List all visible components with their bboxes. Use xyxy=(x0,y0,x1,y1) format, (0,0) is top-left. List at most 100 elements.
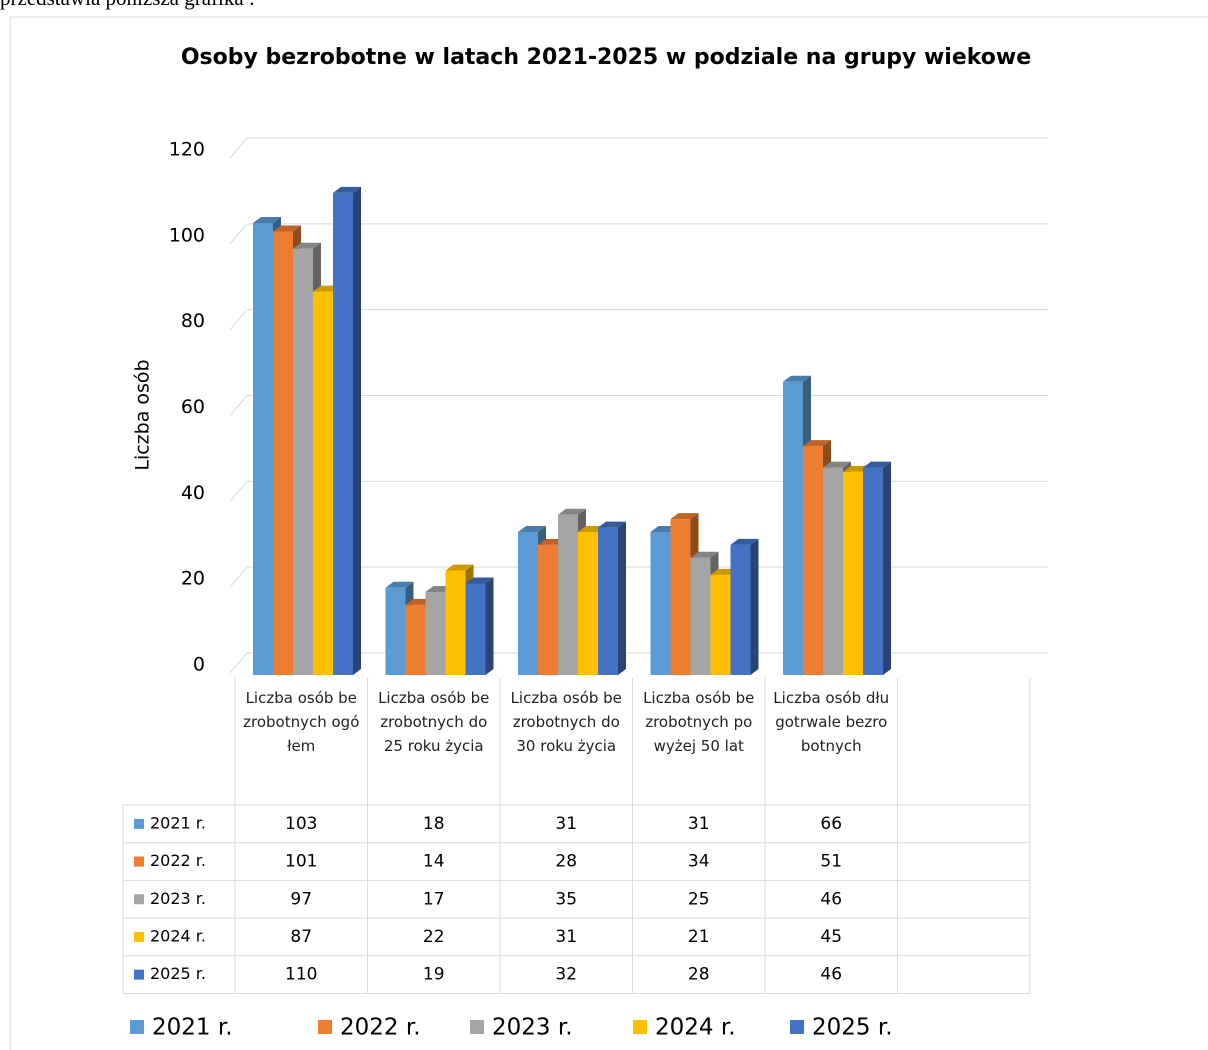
table-value: 28 xyxy=(555,852,577,872)
bar-side xyxy=(618,521,626,675)
bar xyxy=(730,544,751,675)
bar-top xyxy=(598,521,626,528)
category-cell: Liczba osób długotrwale bezrobotnych xyxy=(773,689,890,755)
bar-top xyxy=(273,225,301,232)
bar-top xyxy=(823,461,851,468)
legend-key xyxy=(130,1020,144,1034)
legend-key xyxy=(470,1020,484,1034)
y-axis-label: Liczba osób xyxy=(132,359,154,470)
bar-top xyxy=(253,216,281,223)
table-value: 34 xyxy=(688,852,710,872)
table-value: 22 xyxy=(423,927,445,947)
grid-line xyxy=(229,223,1048,245)
bar xyxy=(425,592,446,675)
category-label: Liczba osób bezrobotnych ogółem xyxy=(243,689,360,755)
legend-key xyxy=(633,1020,647,1034)
bar-top xyxy=(333,186,361,193)
grid-line xyxy=(229,137,1048,159)
bar-top xyxy=(803,440,831,447)
bar xyxy=(465,583,486,675)
bar-top xyxy=(863,461,891,468)
table-row-label: 2025 r. xyxy=(150,964,206,983)
y-tick-label: 0 xyxy=(193,654,205,676)
table-value: 31 xyxy=(555,927,577,947)
grid-line xyxy=(229,395,1048,416)
bar xyxy=(518,531,538,675)
legend-label: 2024 r. xyxy=(655,1015,736,1041)
bar-top xyxy=(293,242,321,249)
bar xyxy=(670,519,691,675)
table-value: 101 xyxy=(285,852,317,872)
bar-top xyxy=(690,551,719,558)
legend-label: 2025 r. xyxy=(812,1015,893,1041)
table-value: 103 xyxy=(285,814,317,834)
table-legend-key xyxy=(134,818,144,829)
table-value: 45 xyxy=(820,927,842,947)
bar xyxy=(578,531,598,675)
bar-top xyxy=(518,525,546,532)
table-row-label: 2021 r. xyxy=(150,813,206,832)
category-cell: Liczba osób bezrobotnych do 30 roku życi… xyxy=(510,689,622,755)
table-row-label: 2023 r. xyxy=(150,889,206,908)
bar xyxy=(690,557,711,675)
chart-title: Osoby bezrobotne w latach 2021-2025 w po… xyxy=(181,45,1031,70)
bar xyxy=(385,587,406,675)
table-legend-key xyxy=(134,931,144,942)
table-value: 17 xyxy=(423,889,445,909)
table-value: 31 xyxy=(555,814,577,834)
legend-label: 2023 r. xyxy=(492,1015,573,1041)
bar-top xyxy=(558,508,586,515)
bar xyxy=(823,467,843,675)
bar-top xyxy=(730,538,759,545)
table-value: 97 xyxy=(290,889,312,909)
bar xyxy=(538,544,558,675)
bar xyxy=(783,381,803,675)
table-value: 28 xyxy=(688,965,710,985)
table-row-label: 2022 r. xyxy=(150,851,206,870)
y-tick-label: 80 xyxy=(181,310,205,332)
bar-side xyxy=(353,186,361,675)
table-value: 21 xyxy=(688,927,710,947)
y-tick-label: 60 xyxy=(181,396,205,418)
category-cell: Liczba osób bezrobotnych powyżej 50 lat xyxy=(643,689,754,755)
y-tick-label: 40 xyxy=(181,482,205,504)
table-value: 46 xyxy=(820,965,842,985)
category-cell: Liczba osób bezrobotnych ogółem xyxy=(243,689,360,755)
table-value: 46 xyxy=(820,889,842,909)
bar-top xyxy=(445,564,474,571)
bar xyxy=(273,231,293,675)
bar xyxy=(598,527,618,675)
bar xyxy=(293,248,313,676)
table-value: 51 xyxy=(820,852,842,872)
bar xyxy=(803,446,823,675)
category-cell xyxy=(906,686,1023,806)
legend-label: 2022 r. xyxy=(340,1015,421,1041)
bar-top xyxy=(783,375,811,382)
bar xyxy=(313,291,333,675)
table-value: 31 xyxy=(688,814,710,834)
y-tick-label: 100 xyxy=(169,224,205,246)
category-cell: Liczba osób bezrobotnych do 25 roku życi… xyxy=(378,689,489,755)
table-value: 66 xyxy=(820,814,842,834)
table-value: 32 xyxy=(555,965,577,985)
category-label: Liczba osób długotrwale bezrobotnych xyxy=(773,689,890,755)
bar xyxy=(253,222,273,676)
table-legend-key xyxy=(134,894,144,905)
grid-line xyxy=(229,480,1048,502)
bar-top xyxy=(385,581,414,588)
bar xyxy=(710,574,731,675)
bar xyxy=(863,467,883,675)
bar xyxy=(843,471,863,675)
grid-line xyxy=(229,309,1048,330)
table-value: 19 xyxy=(423,965,445,985)
bar xyxy=(445,570,466,675)
category-label: Liczba osób bezrobotnych do 30 roku życi… xyxy=(510,689,622,755)
bar xyxy=(405,604,426,675)
bar-side xyxy=(485,577,494,675)
table-row-label: 2024 r. xyxy=(150,926,206,945)
table-value: 25 xyxy=(688,889,710,909)
y-tick-label: 120 xyxy=(169,139,205,161)
page-text: przedstawia poniższa grafika : xyxy=(0,0,255,11)
